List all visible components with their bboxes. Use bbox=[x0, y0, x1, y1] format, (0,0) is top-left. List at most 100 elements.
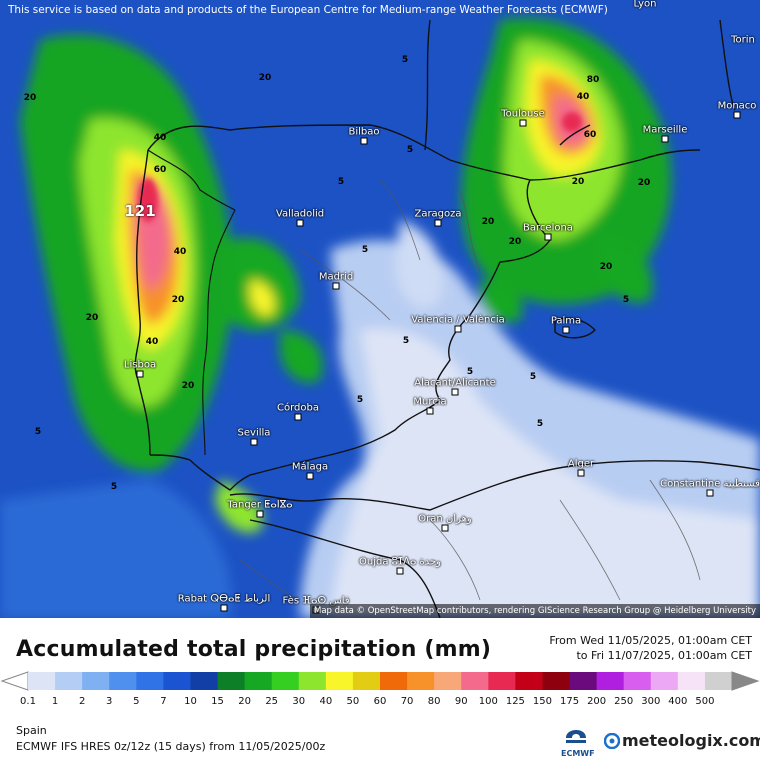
contour-value: 20 bbox=[23, 93, 37, 103]
legend-tick-label: 30 bbox=[292, 696, 306, 707]
city-marker bbox=[294, 413, 302, 421]
colorbar-swatch bbox=[163, 672, 191, 690]
city-label: Monaco bbox=[717, 100, 757, 112]
legend-tick-label: 200 bbox=[587, 696, 607, 707]
colorbar-swatch bbox=[380, 672, 408, 690]
colorbar-swatch bbox=[352, 672, 381, 690]
contour-value: 60 bbox=[583, 130, 597, 140]
ecmwf-logo-text: ECMWF bbox=[561, 749, 595, 758]
city-marker bbox=[661, 135, 669, 143]
colorbar-swatch bbox=[55, 672, 83, 690]
colorbar-arrow-left bbox=[0, 671, 29, 691]
contour-value: 40 bbox=[173, 247, 187, 257]
legend-tick-label: 175 bbox=[559, 696, 580, 707]
legend-tick-label: 40 bbox=[319, 696, 333, 707]
contour-value: 20 bbox=[85, 313, 99, 323]
legend-tick-label: 2 bbox=[78, 696, 86, 707]
contour-value: 5 bbox=[406, 145, 414, 155]
city-marker bbox=[733, 111, 741, 119]
colorbar-swatch bbox=[407, 672, 435, 690]
contour-value: 20 bbox=[508, 237, 522, 247]
legend-tick-label: 250 bbox=[614, 696, 634, 707]
meteologix-logo-text[interactable]: meteologix.com bbox=[622, 731, 760, 750]
city-marker bbox=[256, 510, 264, 518]
city-label: Oujda ⵓⵊⴷⴰ وجدة bbox=[359, 556, 441, 568]
period-to: to Fri 11/07/2025, 01:00am CET bbox=[576, 649, 752, 662]
contour-value: 20 bbox=[181, 381, 195, 391]
city-label: Málaga bbox=[291, 461, 329, 473]
city-label: Córdoba bbox=[277, 402, 319, 414]
meteologix-logo-icon[interactable] bbox=[604, 733, 620, 749]
precipitation-map[interactable]: This service is based on data and produc… bbox=[0, 0, 760, 618]
legend-tick-label: 60 bbox=[373, 696, 387, 707]
legend-ticks: 0.1 1 2 3 5 7 10 15 20 25 30 40 50 60 70 80 90 100 125 150 1… bbox=[0, 696, 760, 710]
contour-value: 5 bbox=[466, 367, 474, 377]
city-marker bbox=[296, 219, 304, 227]
map-canvas bbox=[0, 18, 760, 618]
legend-tick-label: 125 bbox=[505, 696, 525, 707]
city-label: Sevilla bbox=[237, 427, 271, 439]
city-label: Madrid bbox=[318, 271, 354, 283]
city-label: Toulouse bbox=[501, 108, 545, 120]
city-marker bbox=[426, 407, 434, 415]
colorbar-swatch bbox=[596, 672, 625, 690]
colorbar-swatch bbox=[515, 672, 543, 690]
colorbar-swatch bbox=[569, 672, 598, 690]
city-marker bbox=[441, 524, 449, 532]
legend-tick-label: 0.1 bbox=[20, 696, 36, 707]
map-attribution[interactable]: Map data © OpenStreetMap contributors, r… bbox=[310, 604, 760, 618]
ecmwf-logo-icon[interactable] bbox=[560, 728, 592, 758]
colorbar-swatch bbox=[650, 672, 679, 690]
city-label: Murcia bbox=[413, 396, 447, 408]
contour-value: 20 bbox=[258, 73, 272, 83]
city-marker bbox=[706, 489, 714, 497]
city-label: Alger bbox=[567, 458, 595, 470]
legend-tick-label: 80 bbox=[427, 696, 441, 707]
colorbar-swatch bbox=[190, 672, 219, 690]
region-label: Spain bbox=[16, 724, 47, 737]
city-marker bbox=[544, 233, 552, 241]
colorbar-swatch bbox=[704, 672, 733, 690]
model-run-info: ECMWF IFS HRES 0z/12z (15 days) from 11/… bbox=[16, 740, 326, 753]
colorbar-swatch bbox=[325, 672, 354, 690]
city-label: Lyon bbox=[633, 0, 657, 10]
city-label: Rabat ⵕⴱⴰⵟ الرباط bbox=[177, 593, 271, 605]
city-marker bbox=[562, 326, 570, 334]
city-label: Fès ⴼⴰⵙ فاس bbox=[282, 595, 350, 607]
legend-tick-label: 7 bbox=[160, 696, 167, 707]
city-label: Lisboa bbox=[123, 359, 157, 371]
colorbar-swatch bbox=[217, 672, 246, 690]
contour-value: 121 bbox=[124, 202, 156, 220]
legend-tick-label: 70 bbox=[400, 696, 414, 707]
colorbar-swatch bbox=[677, 672, 706, 690]
city-marker bbox=[250, 438, 258, 446]
legend-tick-label: 25 bbox=[265, 696, 279, 707]
colorbar-swatch bbox=[244, 672, 273, 690]
colorbar-swatch bbox=[82, 672, 110, 690]
contour-value: 20 bbox=[171, 295, 185, 305]
legend-tick-label: 50 bbox=[346, 696, 360, 707]
contour-value: 5 bbox=[356, 395, 364, 405]
contour-value: 5 bbox=[402, 336, 410, 346]
legend-tick-label: 20 bbox=[238, 696, 251, 707]
city-label: Valencia / València bbox=[411, 314, 505, 326]
legend-tick-label: 10 bbox=[184, 696, 197, 707]
legend-tick-label: 100 bbox=[478, 696, 498, 707]
city-marker bbox=[434, 219, 442, 227]
contour-value: 40 bbox=[145, 337, 159, 347]
contour-value: 20 bbox=[571, 177, 585, 187]
city-label: Alacant/Alicante bbox=[414, 377, 496, 389]
contour-value: 20 bbox=[481, 217, 495, 227]
city-label: Marseille bbox=[642, 124, 688, 136]
contour-value: 60 bbox=[153, 165, 167, 175]
colorbar-swatch bbox=[623, 672, 652, 690]
city-label: Barcelona bbox=[523, 222, 573, 234]
city-marker bbox=[360, 137, 368, 145]
period-from: From Wed 11/05/2025, 01:00am CET bbox=[549, 634, 752, 647]
legend-tick-label: 500 bbox=[695, 696, 715, 707]
legend-tick-label: 15 bbox=[211, 696, 224, 707]
contour-value: 5 bbox=[536, 419, 544, 429]
city-label: Oran وهران bbox=[418, 513, 472, 525]
contour-value: 20 bbox=[599, 262, 613, 272]
legend-tick-label: 400 bbox=[668, 696, 688, 707]
